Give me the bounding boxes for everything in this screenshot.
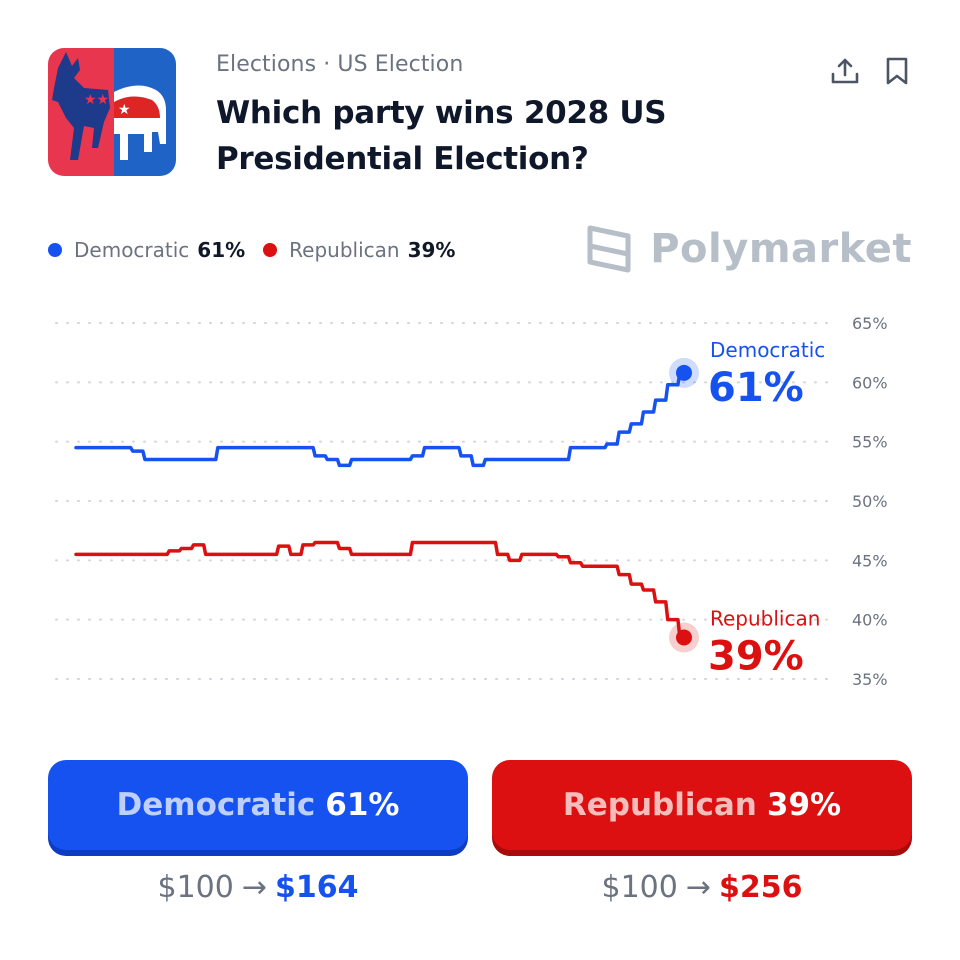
y-tick-label: 40% bbox=[852, 611, 888, 630]
page-title: Which party wins 2028 US Presidential El… bbox=[216, 95, 667, 177]
y-tick-label: 60% bbox=[852, 373, 888, 392]
y-tick-label: 55% bbox=[852, 433, 888, 452]
button-percent: 39% bbox=[766, 787, 842, 823]
endpoint-dot-democratic bbox=[676, 364, 692, 381]
buy-democratic-button[interactable]: Democratic 61% bbox=[48, 760, 468, 850]
market-thumbnail: ★★ ★ bbox=[48, 48, 176, 176]
series-line-republican bbox=[74, 540, 686, 640]
end-label-name: Republican bbox=[710, 606, 820, 630]
end-label-name: Democratic bbox=[710, 338, 825, 362]
buy-republican-button[interactable]: Republican 39% bbox=[492, 760, 912, 850]
brand-name: Polymarket bbox=[650, 226, 912, 272]
series-line-democratic bbox=[74, 371, 686, 468]
legend-name: Democratic bbox=[74, 238, 190, 262]
payout-win: $164 bbox=[275, 870, 359, 905]
breadcrumb[interactable]: Elections · US Election bbox=[216, 52, 464, 77]
y-tick-label: 35% bbox=[852, 670, 888, 689]
legend-value: 61% bbox=[197, 238, 246, 262]
payout-republican: $100 → $256 bbox=[492, 870, 912, 905]
payout-democratic: $100 → $164 bbox=[48, 870, 468, 905]
polymarket-logo: Polymarket bbox=[586, 224, 912, 274]
legend-name: Republican bbox=[289, 238, 400, 262]
end-label-value: 61% bbox=[708, 365, 804, 411]
end-label-value: 39% bbox=[708, 633, 804, 679]
payout-stake: $100 bbox=[157, 870, 234, 905]
endpoint-dot-republican bbox=[676, 629, 692, 646]
legend-item-republican: Republican 39% bbox=[263, 238, 455, 262]
payout-arrow: → bbox=[241, 870, 267, 905]
button-percent: 61% bbox=[325, 787, 400, 823]
polymarket-mark-icon bbox=[587, 225, 631, 273]
y-tick-label: 65% bbox=[852, 314, 888, 333]
payout-stake: $100 bbox=[601, 870, 678, 905]
market-header: ★★ ★ Elections · US Election Which party… bbox=[48, 48, 912, 178]
y-tick-label: 45% bbox=[852, 551, 888, 570]
button-label: Democratic bbox=[116, 787, 316, 823]
legend-dot-republican bbox=[263, 243, 278, 257]
payout-arrow: → bbox=[685, 870, 711, 905]
legend-value: 39% bbox=[407, 238, 456, 262]
bookmark-icon[interactable] bbox=[882, 56, 912, 86]
legend-item-democratic: Democratic 61% bbox=[48, 238, 245, 262]
svg-text:★★: ★★ bbox=[84, 92, 109, 108]
price-chart: 65% 60% 55% 50% 45% 40% 35% Democratic 61% Republ… bbox=[55, 314, 888, 689]
legend-dot-democratic bbox=[48, 243, 62, 257]
svg-text:★: ★ bbox=[118, 102, 131, 118]
chart-legend: Democratic 61% Republican 39% bbox=[48, 238, 473, 262]
button-label: Republican bbox=[562, 787, 757, 823]
share-upload-icon[interactable] bbox=[830, 56, 860, 86]
y-tick-label: 50% bbox=[852, 492, 888, 511]
payout-win: $256 bbox=[719, 870, 803, 905]
